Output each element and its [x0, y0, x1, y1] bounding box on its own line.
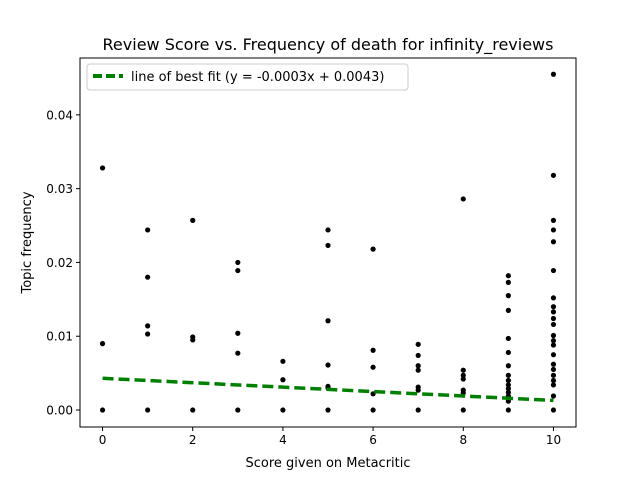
data-point — [99, 341, 106, 347]
data-point — [550, 309, 557, 315]
data-point — [190, 217, 196, 223]
data-point — [415, 363, 421, 369]
data-point — [415, 352, 421, 359]
data-point — [550, 239, 557, 245]
data-point — [505, 372, 511, 378]
best-fit-line — [102, 376, 554, 403]
data-point — [145, 407, 151, 413]
data-point — [550, 366, 557, 373]
data-point — [550, 315, 557, 322]
legend-box — [86, 63, 409, 91]
data-point — [460, 372, 466, 378]
data-point — [550, 338, 557, 344]
data-point — [550, 332, 557, 339]
data-point — [99, 407, 106, 413]
x-tick-label: 10 — [546, 433, 561, 447]
x-tick-label: 2 — [189, 433, 197, 447]
data-point — [550, 172, 557, 178]
data-point — [505, 377, 511, 384]
data-point — [550, 321, 557, 328]
data-point — [370, 407, 376, 413]
data-point — [550, 372, 557, 378]
data-point — [325, 407, 331, 413]
chart-title: Review Score vs. Frequency of death for … — [103, 35, 554, 55]
y-tick-label: 0.02 — [46, 256, 73, 270]
data-point — [325, 362, 331, 368]
data-point — [235, 350, 241, 356]
data-point — [370, 246, 376, 252]
data-point — [550, 295, 557, 301]
y-axis-label: Topic frequency — [20, 191, 35, 294]
data-point — [370, 364, 376, 370]
data-point — [145, 274, 151, 280]
data-point — [550, 267, 557, 274]
data-point — [190, 337, 196, 343]
data-point — [415, 387, 421, 393]
data-point — [460, 367, 466, 373]
data-point — [235, 330, 241, 336]
y-tick-label: 0.01 — [46, 330, 73, 344]
data-point — [280, 377, 286, 383]
x-tick-label: 6 — [369, 433, 377, 447]
data-point — [505, 307, 511, 313]
data-point — [325, 242, 331, 249]
data-point — [460, 376, 466, 382]
data-point — [550, 393, 557, 399]
data-point — [325, 318, 331, 324]
data-point — [550, 227, 557, 233]
data-point — [145, 331, 151, 337]
data-point — [505, 273, 511, 279]
data-point — [505, 279, 511, 285]
data-point — [460, 196, 466, 202]
data-point — [505, 363, 511, 369]
data-point — [550, 217, 557, 223]
data-point — [550, 377, 557, 384]
data-point — [460, 407, 466, 413]
y-tick-label: 0.03 — [46, 182, 73, 196]
data-point — [550, 382, 557, 388]
data-point — [235, 259, 241, 266]
data-point — [415, 341, 421, 347]
y-axis: 0.00 0.01 0.02 0.03 0.04 — [46, 108, 80, 418]
data-point — [325, 227, 331, 233]
data-point — [550, 71, 557, 77]
data-point — [505, 349, 511, 356]
data-point — [505, 382, 511, 388]
data-point — [280, 407, 286, 413]
data-point — [415, 407, 421, 413]
data-point — [99, 165, 106, 171]
legend-label: line of best fit (y = -0.0003x + 0.0043) — [131, 70, 384, 85]
plot-area — [99, 71, 557, 413]
data-point — [280, 358, 286, 364]
y-tick-label: 0.00 — [46, 404, 73, 418]
data-point — [145, 323, 151, 329]
x-tick-label: 8 — [459, 433, 467, 447]
x-tick-label: 0 — [99, 433, 107, 447]
plot-frame — [79, 57, 577, 428]
data-point — [415, 367, 421, 373]
data-point — [550, 304, 557, 310]
data-point — [190, 407, 196, 413]
x-axis: 0 2 4 6 8 10 — [99, 427, 561, 447]
data-point — [550, 352, 557, 358]
x-axis-label: Score given on Metacritic — [245, 456, 410, 471]
data-point — [505, 293, 511, 299]
data-point — [370, 347, 376, 353]
data-point — [235, 267, 241, 274]
data-point — [550, 342, 557, 348]
legend: line of best fit (y = -0.0003x + 0.0043) — [86, 63, 409, 91]
data-point — [550, 361, 557, 367]
data-point — [505, 407, 511, 413]
data-point — [505, 389, 511, 395]
data-point — [505, 386, 511, 392]
data-point — [235, 407, 241, 413]
data-point — [505, 335, 511, 342]
x-tick-label: 4 — [279, 433, 287, 447]
data-point — [550, 407, 557, 413]
data-point — [145, 227, 151, 233]
y-tick-label: 0.04 — [46, 108, 73, 122]
